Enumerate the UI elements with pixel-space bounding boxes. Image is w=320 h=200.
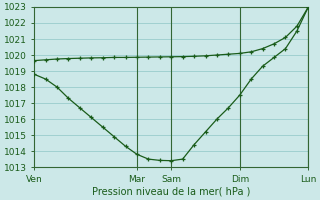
X-axis label: Pression niveau de la mer( hPa ): Pression niveau de la mer( hPa )	[92, 187, 251, 197]
